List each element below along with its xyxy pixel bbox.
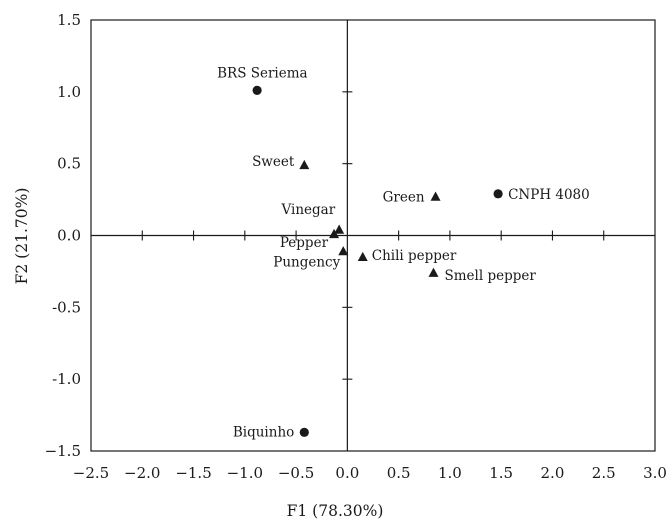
point-label-pungency: Pungency [273,254,340,270]
x-tick-label: 2.0 [541,464,565,482]
point-label-pepper: Pepper [280,235,329,251]
x-tick-label: −2.0 [124,464,160,482]
point-marker-cnph-4080 [493,189,503,199]
point-label-smell-pepper: Smell pepper [445,268,537,284]
x-tick-label: 0.0 [335,464,359,482]
point-label-green: Green [383,190,425,206]
point-marker-pepper [329,228,340,239]
point-label-sweet: Sweet [252,154,295,170]
point-label-chili-pepper: Chili pepper [372,248,457,264]
point-marker-chili-pepper [357,251,368,262]
point-marker-sweet [299,159,310,170]
y-axis-title: F2 (21.70%) [13,188,31,285]
point-marker-brs-seriema [252,85,262,95]
point-marker-vinegar [334,224,345,234]
y-tick-label: 1.0 [57,83,81,101]
point-label-cnph-4080: CNPH 4080 [508,187,590,203]
y-tick-label: 0.5 [57,155,81,173]
x-tick-label: −1.5 [175,464,211,482]
x-tick-label: 1.5 [489,464,513,482]
y-tick-label: -0.5 [52,298,81,316]
points-group: BRS Seriema CNPH 4080 Biquinho Sweet Green Vi… [217,65,590,440]
y-tick-label: 0.0 [57,227,81,245]
axes-group [91,20,655,451]
point-label-vinegar: Vinegar [280,202,335,218]
x-tick-labels: −2.5 −2.0 −1.5 −1.0 −0.5 0.0 0.5 1.0 1.5 2.0 2.5 3.… [73,464,667,482]
y-tick-label: −1.5 [45,442,81,460]
point-marker-biquinho [299,427,309,437]
x-tick-label: −0.5 [278,464,314,482]
x-tick-label: −2.5 [73,464,109,482]
x-tick-label: 2.5 [592,464,616,482]
point-label-biquinho: Biquinho [233,424,294,440]
point-marker-pungency [338,246,349,256]
y-tick-label: -1.0 [52,370,81,388]
point-marker-green [430,191,441,201]
x-tick-label: 0.5 [387,464,411,482]
point-label-brs-seriema: BRS Seriema [217,65,307,81]
y-tick-labels: 1.5 1.0 0.5 0.0 -0.5 -1.0 −1.5 [45,11,81,460]
y-tick-label: 1.5 [57,11,81,29]
x-tick-label: 3.0 [643,464,667,482]
point-marker-smell-pepper [428,267,439,277]
x-axis-title: F1 (78.30%) [287,502,384,520]
x-tick-label: 1.0 [438,464,462,482]
x-tick-label: −1.0 [227,464,263,482]
